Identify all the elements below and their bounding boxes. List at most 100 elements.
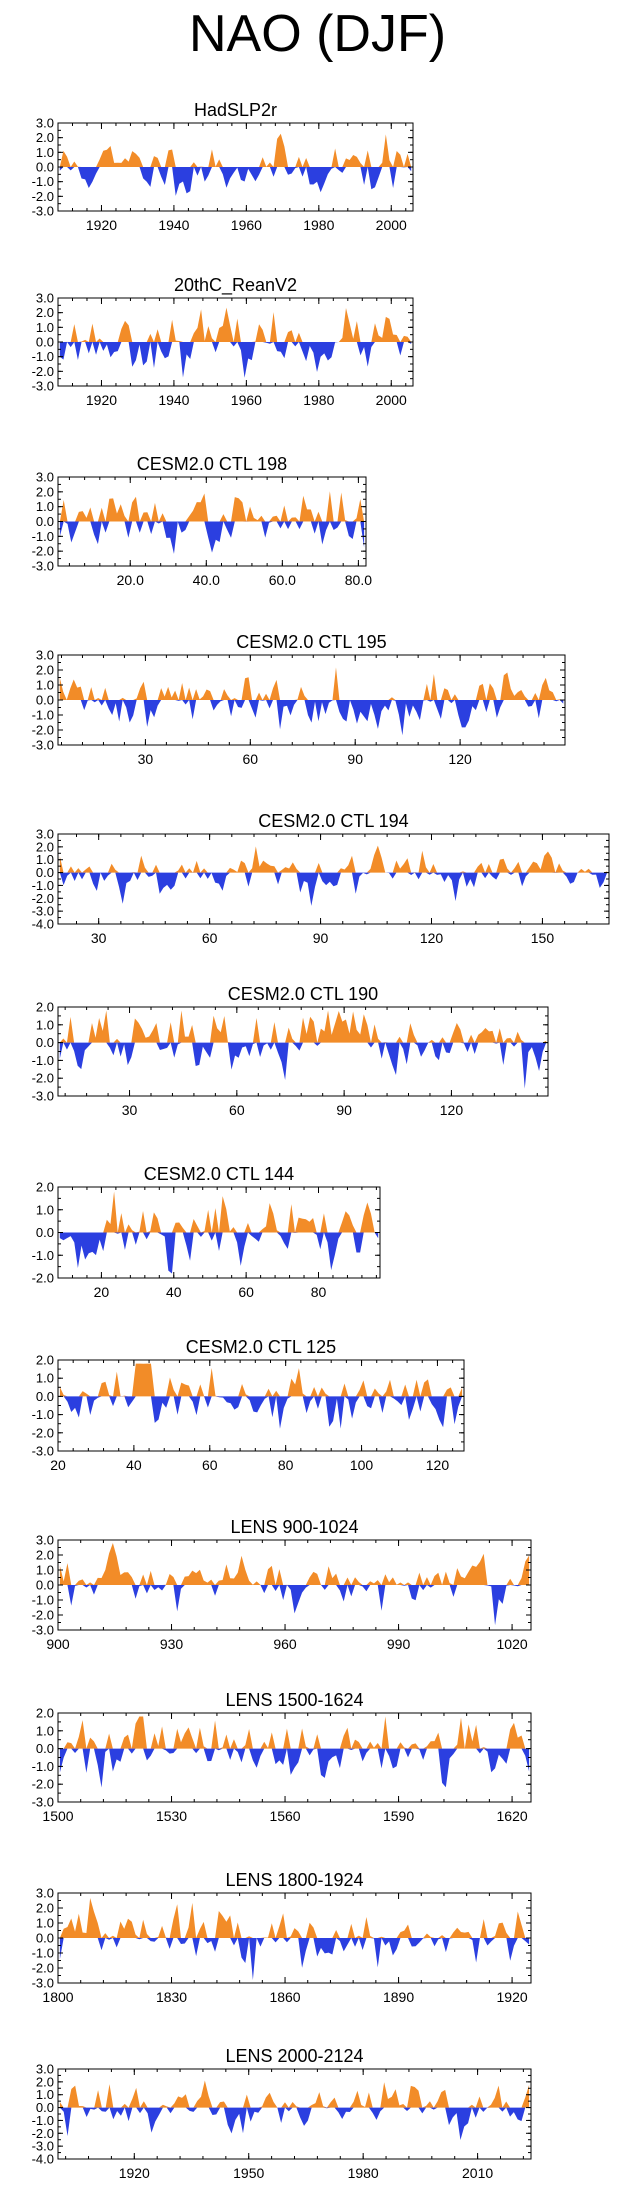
x-tick-label: 60 bbox=[229, 1102, 245, 1118]
x-tick-label: 30 bbox=[122, 1102, 138, 1118]
y-tick-label: -3.0 bbox=[32, 738, 54, 753]
negative-area bbox=[59, 1748, 530, 1788]
y-tick-label: -2.0 bbox=[32, 364, 54, 379]
x-tick-label: 90 bbox=[313, 930, 329, 946]
x-tick-label: 2000 bbox=[376, 217, 407, 233]
positive-area bbox=[59, 1898, 530, 1938]
y-tick-label: 1.0 bbox=[36, 145, 54, 160]
chart-title: CESM2.0 CTL 190 bbox=[228, 984, 378, 1004]
x-tick-label: 1920 bbox=[86, 392, 117, 408]
x-tick-label: 120 bbox=[440, 1102, 464, 1118]
x-tick-label: 60 bbox=[243, 751, 259, 767]
y-tick-label: -3.0 bbox=[32, 379, 54, 394]
y-tick-label: -1.0 bbox=[32, 1053, 54, 1068]
x-tick-label: 1920 bbox=[119, 2165, 150, 2181]
negative-area bbox=[59, 2107, 530, 2141]
x-tick-label: 120 bbox=[420, 930, 444, 946]
x-tick-label: 60.0 bbox=[269, 572, 296, 588]
y-tick-label: -3.0 bbox=[32, 204, 54, 219]
x-tick-label: 20 bbox=[50, 1457, 66, 1473]
y-tick-label: -2.0 bbox=[32, 723, 54, 738]
x-tick-label: 60 bbox=[238, 1284, 254, 1300]
y-tick-label: -2.0 bbox=[32, 891, 54, 906]
y-tick-label: -3.0 bbox=[32, 1795, 54, 1810]
y-tick-label: 3.0 bbox=[36, 648, 54, 663]
positive-area bbox=[59, 845, 608, 873]
chart-title: LENS 900-1024 bbox=[230, 1517, 358, 1537]
y-tick-label: -1.0 bbox=[32, 1946, 54, 1961]
x-tick-label: 2000 bbox=[376, 392, 407, 408]
y-tick-label: 0.0 bbox=[36, 1389, 54, 1404]
y-tick-label: 2.0 bbox=[36, 1548, 54, 1563]
x-tick-label: 1500 bbox=[42, 1808, 73, 1824]
y-tick-label: -2.0 bbox=[32, 544, 54, 559]
y-tick-label: 2.0 bbox=[36, 2074, 54, 2089]
chart-panel-5: CESM2.0 CTL 194 3.02.01.00.0-1.0-2.0-3.0-… bbox=[32, 811, 610, 946]
chart-panel-8: CESM2.0 CTL 125 2.0 1.0 0.0 -1.0 -2.0 -3.020 40… bbox=[32, 1337, 465, 1473]
x-tick-label: 30 bbox=[91, 930, 107, 946]
x-tick-label: 1800 bbox=[42, 1989, 73, 2005]
negative-area bbox=[59, 1232, 379, 1274]
x-tick-label: 990 bbox=[387, 1636, 411, 1652]
x-tick-label: 1620 bbox=[497, 1808, 528, 1824]
chart-panel-6: CESM2.0 CTL 190 2.0 1.0 0.0 -1.0 -2.0 -3.0 30 60… bbox=[32, 984, 549, 1118]
x-tick-label: 40 bbox=[166, 1284, 182, 1300]
x-tick-label: 1960 bbox=[231, 392, 262, 408]
x-tick-label: 120 bbox=[426, 1457, 450, 1473]
y-tick-label: 0.0 bbox=[36, 1741, 54, 1756]
negative-area bbox=[59, 342, 412, 378]
x-tick-label: 20 bbox=[94, 1284, 110, 1300]
x-tick-label: 930 bbox=[160, 1636, 184, 1652]
y-tick-label: 1.0 bbox=[36, 1202, 54, 1217]
x-tick-label: 2010 bbox=[462, 2165, 493, 2181]
chart-title: LENS 2000-2124 bbox=[225, 2046, 363, 2066]
x-tick-label: 1530 bbox=[156, 1808, 187, 1824]
x-tick-label: 1960 bbox=[231, 217, 262, 233]
y-tick-label: 3.0 bbox=[36, 116, 54, 131]
y-tick-label: -2.0 bbox=[32, 2126, 54, 2141]
x-tick-label: 1590 bbox=[383, 1808, 414, 1824]
chart-title: CESM2.0 CTL 194 bbox=[258, 811, 408, 831]
y-tick-label: -4.0 bbox=[32, 2152, 54, 2167]
x-tick-label: 30 bbox=[138, 751, 154, 767]
y-tick-label: -1.0 bbox=[32, 1407, 54, 1422]
x-tick-label: 1890 bbox=[383, 1989, 414, 2005]
negative-area bbox=[59, 1938, 530, 1980]
y-tick-label: 0.0 bbox=[36, 160, 54, 175]
y-tick-label: -1.0 bbox=[32, 1248, 54, 1263]
positive-area bbox=[59, 1543, 530, 1585]
plot-frame bbox=[57, 1359, 465, 1452]
x-tick-label: 60 bbox=[202, 930, 218, 946]
y-tick-label: -4.0 bbox=[32, 917, 54, 932]
y-tick-label: 0.0 bbox=[36, 2100, 54, 2115]
y-tick-label: -1.0 bbox=[32, 349, 54, 364]
y-tick-label: 0.0 bbox=[36, 514, 54, 529]
x-tick-label: 1980 bbox=[303, 217, 334, 233]
chart-panel-3: CESM2.0 CTL 198 3.02.01.00.0-1.0-2.0-3.0 2… bbox=[32, 454, 373, 588]
y-tick-label: 2.0 bbox=[36, 130, 54, 145]
x-tick-label: 120 bbox=[448, 751, 472, 767]
x-tick-label: 1940 bbox=[158, 217, 189, 233]
x-tick-label: 1980 bbox=[348, 2165, 379, 2181]
y-tick-label: 0.0 bbox=[36, 1225, 54, 1240]
x-tick-label: 1980 bbox=[303, 392, 334, 408]
positive-area bbox=[59, 1010, 547, 1043]
y-tick-label: -1.0 bbox=[32, 529, 54, 544]
x-tick-label: 90 bbox=[347, 751, 363, 767]
negative-area bbox=[59, 1042, 547, 1089]
positive-area bbox=[59, 1716, 530, 1749]
chart-title: LENS 1800-1924 bbox=[225, 1870, 363, 1890]
y-tick-label: -3.0 bbox=[32, 2139, 54, 2154]
y-tick-label: 3.0 bbox=[36, 2062, 54, 2077]
y-tick-label: -3.0 bbox=[32, 1444, 54, 1459]
y-tick-label: 0.0 bbox=[36, 335, 54, 350]
main-title: NAO (DJF) bbox=[188, 5, 447, 63]
y-tick-label: 0.0 bbox=[36, 865, 54, 880]
y-tick-label: -2.0 bbox=[32, 1071, 54, 1086]
y-tick-label: -2.0 bbox=[32, 1961, 54, 1976]
y-tick-label: 1.0 bbox=[36, 1017, 54, 1032]
y-tick-label: 1.0 bbox=[36, 1916, 54, 1931]
y-tick-label: -3.0 bbox=[32, 559, 54, 574]
